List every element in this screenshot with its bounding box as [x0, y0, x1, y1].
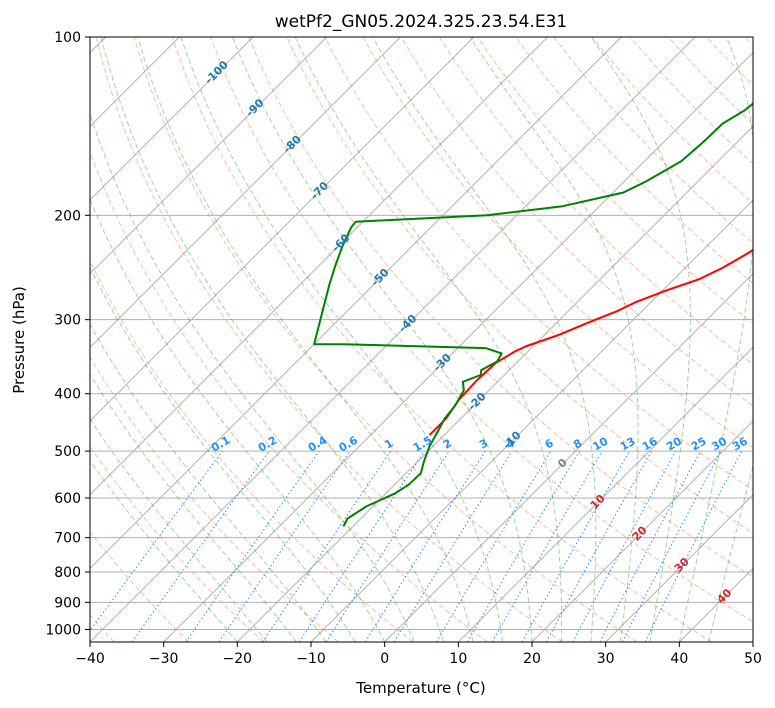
isotherm-line	[605, 494, 753, 642]
x-tick-label: 10	[449, 651, 467, 667]
mixing-ratio-line	[298, 450, 425, 642]
x-axis-label: Temperature (°C)	[355, 679, 485, 697]
isotherm-line	[90, 37, 327, 275]
isotherm-line	[458, 346, 753, 642]
mixing-ratio-line	[185, 450, 320, 642]
x-tick-label: 30	[597, 651, 615, 667]
moist-adiabat-line	[180, 37, 503, 642]
y-tick-label: 500	[54, 444, 81, 460]
moist-adiabat-line	[708, 464, 753, 642]
dry-adiabat-line	[90, 531, 190, 642]
dry-adiabat-line	[515, 37, 753, 284]
y-tick-label: 100	[54, 30, 81, 46]
x-tick-label: −30	[149, 651, 179, 667]
moist-adiabat-line	[294, 37, 563, 642]
moist-adiabat-line	[90, 459, 238, 642]
x-tick-label: 50	[744, 651, 762, 667]
x-tick-label: −20	[223, 651, 253, 667]
x-tick-label: 40	[670, 651, 688, 667]
isotherm-line	[237, 125, 753, 642]
isotherm-line	[531, 420, 753, 642]
moist-adiabat-line	[100, 37, 445, 642]
y-tick-label: 300	[54, 313, 81, 329]
dry-adiabat-line	[90, 259, 414, 642]
moist-adiabat-line	[137, 37, 474, 642]
y-tick-label: 900	[54, 595, 81, 611]
x-tick-label: 0	[380, 651, 389, 667]
mixing-ratio-line	[131, 450, 270, 642]
dry-adiabat-line	[210, 37, 753, 623]
mixing-ratio-line	[521, 450, 630, 642]
isotherm-line	[90, 37, 254, 201]
moist-adiabat-line	[90, 198, 386, 642]
y-tick-label: 200	[54, 208, 81, 224]
mixing-ratio-line	[572, 450, 677, 642]
dry-adiabat-line	[324, 37, 753, 491]
y-axis-label: Pressure (hPa)	[10, 286, 28, 394]
y-tick-label: 1000	[45, 622, 81, 638]
isotherm-line	[90, 37, 548, 496]
mixing-ratio-line	[218, 450, 351, 642]
x-tick-label: 20	[523, 651, 541, 667]
moist-adiabat-line	[90, 373, 297, 642]
x-tick-label: −10	[296, 651, 326, 667]
y-axis: 100 200 300 400 500 600 700 800 900 1000	[45, 30, 90, 638]
mixing-ratio-line	[325, 450, 450, 642]
data-lines	[313, 102, 753, 527]
dry-adiabat-line	[90, 150, 488, 642]
y-tick-label: 400	[54, 387, 81, 403]
mixing-ratio-line	[90, 450, 223, 632]
dry-adiabat-line	[90, 445, 264, 642]
dry-adiabat-line	[95, 37, 563, 642]
moist-adiabat-line	[90, 323, 327, 642]
mixing-ratio-line	[393, 450, 513, 642]
y-tick-label: 600	[54, 491, 81, 507]
dry-adiabat-line	[90, 356, 339, 642]
mixing-ratio-line	[644, 450, 743, 642]
isotherm-line	[384, 273, 753, 642]
moist-adiabat-line	[90, 266, 356, 642]
background-lines	[90, 37, 753, 642]
dry-adiabat-line	[248, 37, 753, 578]
x-tick-label: −40	[75, 651, 105, 667]
dry-adiabat-line	[438, 37, 753, 366]
y-tick-label: 800	[54, 565, 81, 581]
moist-adiabat-line	[469, 37, 639, 642]
moist-adiabat-line	[678, 37, 753, 642]
dry-adiabat-line	[171, 37, 712, 642]
dry-adiabat-line	[133, 37, 638, 642]
isotherm-line	[90, 37, 401, 348]
dewpoint-profile-line	[313, 102, 753, 527]
chart-title: wetPf2_GN05.2024.325.23.54.E31	[275, 12, 567, 32]
plot-frame	[89, 36, 754, 643]
isotherm-line	[90, 37, 696, 642]
temperature-profile-line	[428, 248, 753, 436]
moist-adiabat-line	[372, 37, 597, 642]
dry-adiabat-line	[400, 37, 753, 407]
moist-adiabat-line	[590, 37, 691, 642]
x-axis: −40 −30 −20 −10 0 10 20 30 40 50	[75, 642, 762, 667]
mixing-ratio-line	[545, 450, 653, 642]
y-tick-label: 700	[54, 531, 81, 547]
moist-adiabat-line	[231, 37, 533, 642]
mixing-ratio-line	[262, 450, 392, 642]
isotherm-line	[90, 37, 622, 569]
isotherm-line	[163, 52, 753, 642]
isotherm-line	[90, 37, 475, 422]
moist-adiabat-line	[90, 418, 268, 642]
